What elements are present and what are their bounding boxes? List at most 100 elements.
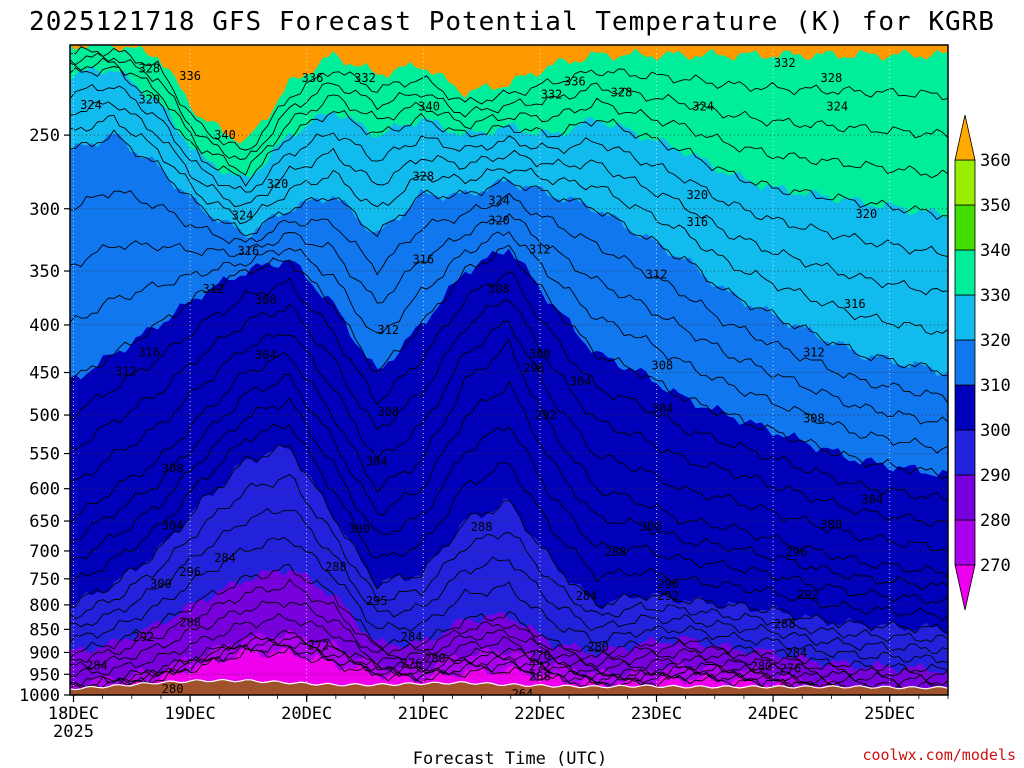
contour-328-1 xyxy=(70,57,948,179)
contour-label-296: 296 xyxy=(523,361,545,375)
contour-label-316: 316 xyxy=(844,297,866,311)
theta-fill-bands xyxy=(70,45,948,695)
contour-label-280: 280 xyxy=(162,682,184,696)
contour-label-320: 320 xyxy=(686,188,708,202)
contour-label-296: 296 xyxy=(657,577,679,591)
colorbar-segment-270 xyxy=(954,519,976,566)
x-tick-sublabel: 2025 xyxy=(53,722,94,742)
x-axis-label: Forecast Time (UTC) xyxy=(413,749,607,768)
y-tick-label-1000: 1000 xyxy=(19,686,60,706)
contour-label-295: 295 xyxy=(366,594,388,608)
contour-label-280: 280 xyxy=(424,652,446,666)
contour-label-288: 288 xyxy=(774,617,796,631)
contour-label-340: 340 xyxy=(418,100,440,114)
chart-title: 2025121718 GFS Forecast Potential Temper… xyxy=(29,7,995,37)
contour-label-300: 300 xyxy=(640,520,662,534)
contour-label-332: 332 xyxy=(774,56,796,70)
contour-label-316: 316 xyxy=(412,252,434,266)
contour-label-308: 308 xyxy=(255,293,277,307)
contour-328-2 xyxy=(70,52,948,160)
contour-label-288: 288 xyxy=(325,560,347,574)
contour-label-324: 324 xyxy=(488,194,510,208)
y-tick-label-850: 850 xyxy=(29,620,60,640)
contour-312-0 xyxy=(70,244,948,480)
contour-label-292: 292 xyxy=(535,408,557,422)
colorbar-extend-max xyxy=(954,114,976,161)
contour-label-324: 324 xyxy=(826,100,848,114)
colorbar: 270 280 290 300 310 320 330 340 350 360 xyxy=(954,114,1011,611)
contour-label-268: 268 xyxy=(529,669,551,683)
contour-label-312: 312 xyxy=(203,282,225,296)
colorbar-label-350: 350 xyxy=(980,196,1011,216)
contour-label-288: 288 xyxy=(605,545,627,559)
x-tick-label-24DEC: 24DEC xyxy=(748,704,799,724)
contour-label-276: 276 xyxy=(529,649,551,663)
contour-320-2 xyxy=(70,101,948,296)
contour-label-296: 296 xyxy=(179,565,201,579)
contour-312-2 xyxy=(70,213,948,425)
contour-label-300: 300 xyxy=(150,577,172,591)
contour-label-320: 320 xyxy=(488,214,510,228)
contour-296-3 xyxy=(70,373,948,591)
contour-label-284: 284 xyxy=(86,659,108,673)
contour-lines xyxy=(70,46,948,695)
contour-label-280: 280 xyxy=(587,640,609,654)
contour-280-2 xyxy=(70,600,948,686)
contour-296-1 xyxy=(70,423,948,622)
x-tick-label-25DEC: 25DEC xyxy=(864,704,915,724)
contour-label-280: 280 xyxy=(751,660,773,674)
contour-304-1 xyxy=(70,320,948,552)
contour-label-312: 312 xyxy=(646,267,668,281)
x-tick-label-21DEC: 21DEC xyxy=(398,704,449,724)
contour-label-316: 316 xyxy=(686,215,708,229)
contour-label-292: 292 xyxy=(657,589,679,603)
colorbar-extend-min xyxy=(954,564,976,611)
colorbar-label-330: 330 xyxy=(980,286,1011,306)
colorbar-label-270: 270 xyxy=(980,556,1011,576)
y-tick-label-800: 800 xyxy=(29,596,60,616)
contour-label-332: 332 xyxy=(541,87,563,101)
colorbar-label-340: 340 xyxy=(980,241,1011,261)
colorbar-segment-300 xyxy=(954,384,976,431)
contour-label-308: 308 xyxy=(651,358,673,372)
contour-320-3 xyxy=(70,84,948,258)
contour-320-1 xyxy=(70,114,948,335)
contour-288-3 xyxy=(70,473,948,643)
contour-label-308: 308 xyxy=(377,405,399,419)
contour-304-0 xyxy=(70,338,948,579)
contour-label-300: 300 xyxy=(348,522,370,536)
contour-328-3 xyxy=(70,46,948,151)
contour-label-320: 320 xyxy=(267,177,289,191)
contour-312-3 xyxy=(70,190,948,404)
contour-288-1 xyxy=(70,536,948,664)
plot-frame xyxy=(69,44,949,696)
y-tick-label-600: 600 xyxy=(29,480,60,500)
y-tick-label-300: 300 xyxy=(29,200,60,220)
contour-label-304: 304 xyxy=(651,402,673,416)
x-tick-label-18DEC: 18DEC xyxy=(48,704,99,724)
contour-label-264: 264 xyxy=(512,687,534,701)
contour-label-312: 312 xyxy=(377,323,399,337)
contour-label-316: 316 xyxy=(138,345,160,359)
contour-label-336: 336 xyxy=(179,69,201,83)
contour-label-304: 304 xyxy=(255,348,277,362)
grid-lines xyxy=(70,45,948,695)
contour-304-3 xyxy=(70,271,948,501)
contour-272-2 xyxy=(70,638,948,695)
y-tick-label-750: 750 xyxy=(29,570,60,590)
contour-272-3 xyxy=(70,636,948,695)
contour-label-324: 324 xyxy=(232,208,254,222)
colorbar-segment-290 xyxy=(954,429,976,476)
y-tick-label-500: 500 xyxy=(29,406,60,426)
colorbar-label-300: 300 xyxy=(980,421,1011,441)
contour-328-0 xyxy=(70,66,948,220)
colorbar-label-360: 360 xyxy=(980,151,1011,171)
colorbar-segment-350 xyxy=(954,159,976,206)
colorbar-segment-340 xyxy=(954,204,976,251)
contour-label-328: 328 xyxy=(138,62,160,76)
contour-label-324: 324 xyxy=(80,98,102,112)
contour-label-320: 320 xyxy=(856,207,878,221)
